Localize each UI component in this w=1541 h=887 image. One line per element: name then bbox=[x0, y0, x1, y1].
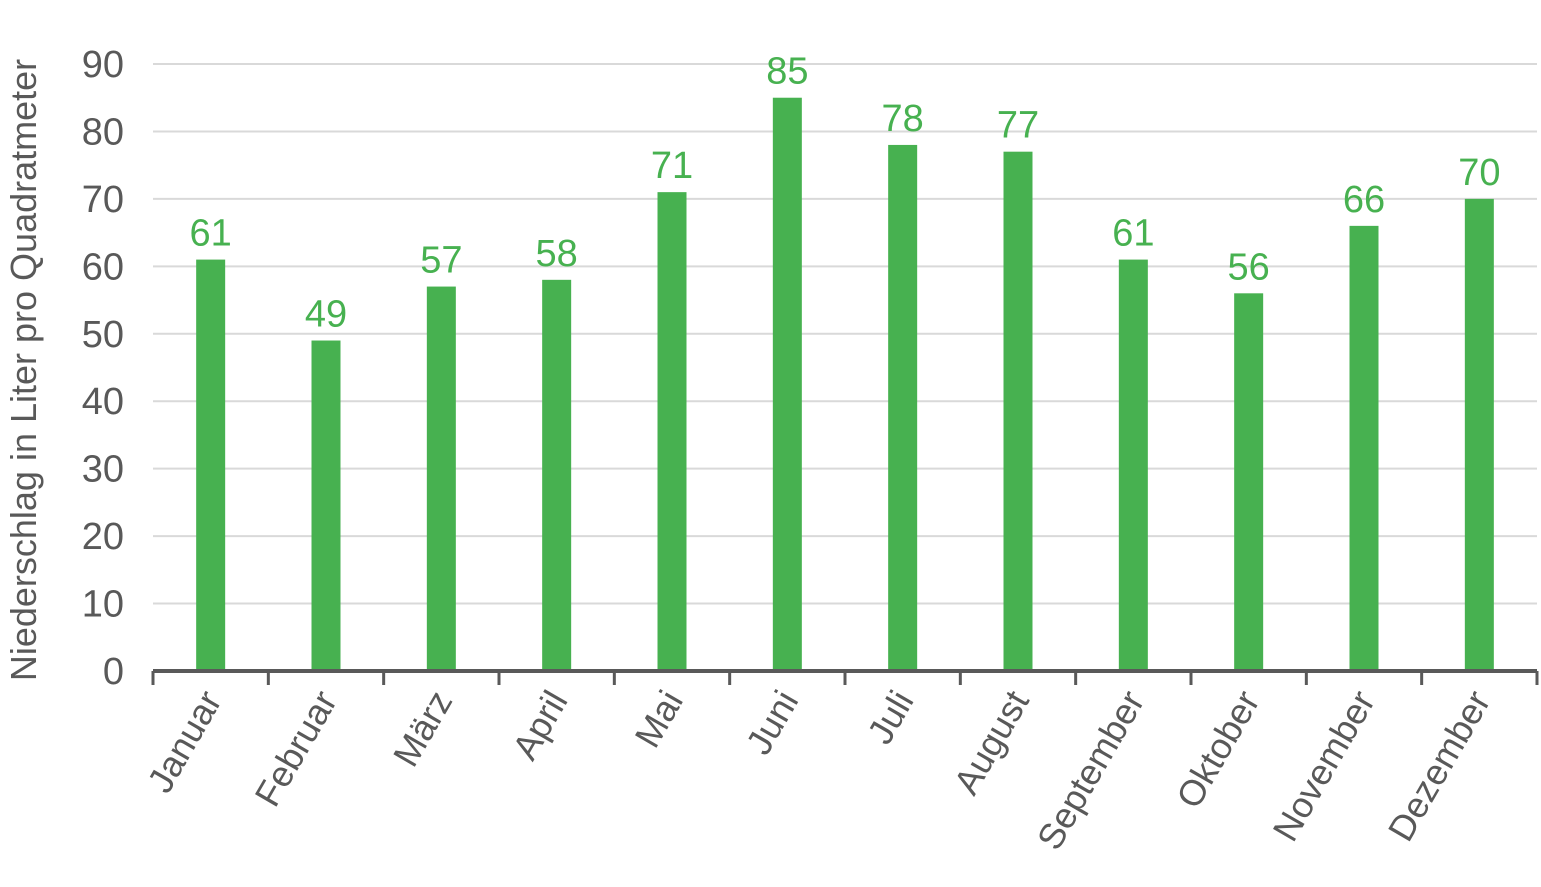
x-tick-label: März bbox=[385, 684, 461, 774]
data-labels: 61 49 57 58 71 85 78 77 61 56 66 70 bbox=[190, 51, 1501, 336]
data-label: 61 bbox=[190, 213, 232, 255]
bar-6 bbox=[772, 97, 802, 671]
gridlines bbox=[153, 63, 1537, 605]
bar-3 bbox=[426, 286, 456, 671]
x-tick-label: Januar bbox=[139, 683, 230, 799]
y-tick-label: 0 bbox=[103, 651, 124, 693]
data-label: 61 bbox=[1112, 213, 1154, 255]
x-tick-label: Juni bbox=[738, 684, 807, 762]
x-axis bbox=[151, 669, 1539, 685]
y-axis-tick-labels: 0 10 20 30 40 50 60 70 80 90 bbox=[82, 44, 124, 693]
y-tick-label: 70 bbox=[82, 179, 124, 221]
y-tick-label: 50 bbox=[82, 314, 124, 356]
data-label: 78 bbox=[882, 98, 924, 140]
x-tick-label: Februar bbox=[246, 683, 345, 813]
bar-4 bbox=[542, 279, 572, 671]
y-tick-label: 90 bbox=[82, 44, 124, 86]
bar-1 bbox=[196, 259, 226, 671]
x-tick-label: August bbox=[945, 684, 1037, 802]
bar-10 bbox=[1234, 293, 1264, 671]
data-label: 70 bbox=[1458, 152, 1500, 194]
x-axis-tick-labels: Januar Februar März April Mai Juni Juli AugustS… bbox=[139, 683, 1498, 856]
x-tick-label: September bbox=[1029, 684, 1153, 857]
y-tick-label: 20 bbox=[82, 516, 124, 558]
data-label: 56 bbox=[1228, 246, 1270, 288]
x-tick-label: April bbox=[504, 684, 576, 767]
bars bbox=[196, 97, 1494, 671]
data-label: 85 bbox=[766, 51, 808, 93]
bar-2 bbox=[311, 340, 341, 671]
y-tick-label: 60 bbox=[82, 246, 124, 288]
data-label: 77 bbox=[997, 105, 1039, 147]
bar-8 bbox=[1003, 151, 1033, 671]
bar-9 bbox=[1118, 259, 1148, 671]
bar-11 bbox=[1349, 225, 1379, 671]
x-tick-label: Juli bbox=[859, 684, 922, 751]
y-tick-label: 40 bbox=[82, 381, 124, 423]
x-tick-label: November bbox=[1264, 683, 1383, 847]
bar-12 bbox=[1464, 198, 1494, 671]
x-tick-label: Dezember bbox=[1380, 683, 1499, 847]
x-tick-label: Mai bbox=[626, 684, 691, 755]
data-label: 71 bbox=[651, 145, 693, 187]
x-tick-label: Oktober bbox=[1168, 683, 1268, 814]
data-label: 66 bbox=[1343, 179, 1385, 221]
y-axis-title: Niederschlag in Liter pro Quadratmeter bbox=[3, 59, 44, 681]
data-label: 49 bbox=[305, 294, 347, 336]
bar-5 bbox=[657, 192, 687, 671]
data-label: 57 bbox=[420, 240, 462, 282]
y-tick-label: 10 bbox=[82, 584, 124, 626]
bar-7 bbox=[888, 144, 918, 671]
y-tick-label: 80 bbox=[82, 111, 124, 153]
data-label: 58 bbox=[536, 233, 578, 275]
y-tick-label: 30 bbox=[82, 449, 124, 491]
